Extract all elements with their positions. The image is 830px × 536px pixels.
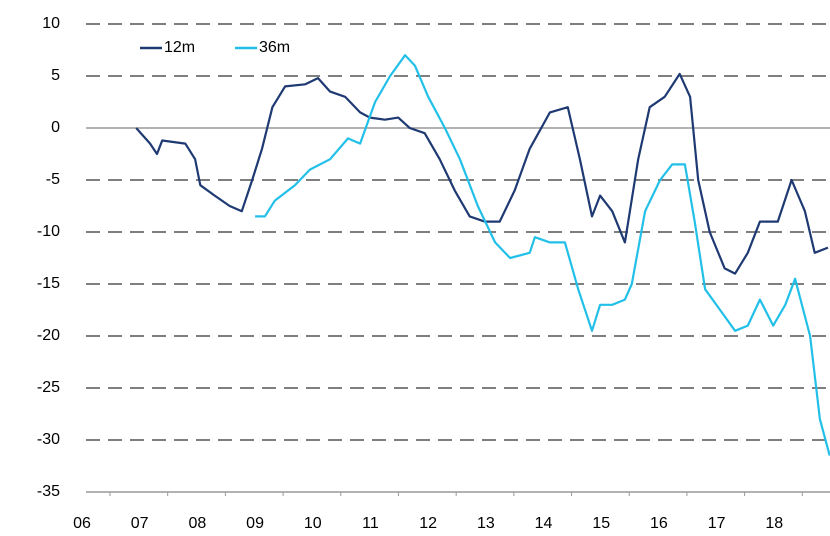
- y-tick-label: -25: [37, 379, 60, 396]
- legend-label: 36m: [259, 39, 290, 56]
- x-tick-label: 14: [535, 515, 553, 532]
- y-tick-label: 0: [51, 119, 60, 136]
- x-tick-label: 11: [362, 515, 379, 532]
- y-tick-label: -5: [46, 171, 60, 188]
- x-tick-label: 06: [73, 515, 91, 532]
- x-tick-label: 17: [708, 515, 726, 532]
- x-tick-label: 18: [765, 515, 783, 532]
- y-tick-label: 5: [51, 67, 60, 84]
- x-tick-label: 15: [592, 515, 610, 532]
- x-tick-label: 10: [304, 515, 322, 532]
- x-tick-label: 12: [419, 515, 437, 532]
- x-tick-label: 16: [650, 515, 668, 532]
- series-line: [255, 54, 830, 456]
- x-tick-label: 09: [246, 515, 264, 532]
- y-tick-label: -35: [37, 483, 60, 500]
- y-tick-label: -20: [37, 327, 60, 344]
- y-tick-label: 10: [42, 15, 60, 32]
- y-tick-label: -15: [37, 275, 60, 292]
- x-tick-label: 07: [131, 515, 149, 532]
- legend-label: 12m: [164, 39, 195, 56]
- x-tick-label: 08: [188, 515, 206, 532]
- y-tick-label: -30: [37, 431, 60, 448]
- x-tick-label: 13: [477, 515, 495, 532]
- y-tick-label: -10: [37, 223, 60, 240]
- series-line: [135, 72, 829, 275]
